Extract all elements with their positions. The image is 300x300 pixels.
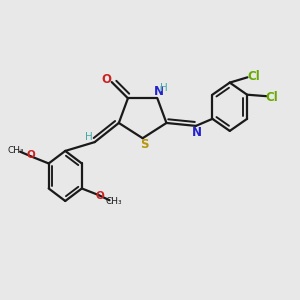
Text: O: O (96, 191, 104, 201)
Text: N: N (192, 126, 202, 139)
Text: S: S (140, 138, 148, 151)
Text: Cl: Cl (266, 91, 278, 103)
Text: O: O (26, 150, 35, 160)
Text: H: H (160, 83, 168, 93)
Text: H: H (85, 132, 93, 142)
Text: Cl: Cl (247, 70, 260, 83)
Text: CH₃: CH₃ (105, 197, 122, 206)
Text: CH₃: CH₃ (8, 146, 24, 155)
Text: N: N (154, 85, 164, 98)
Text: O: O (101, 73, 111, 85)
